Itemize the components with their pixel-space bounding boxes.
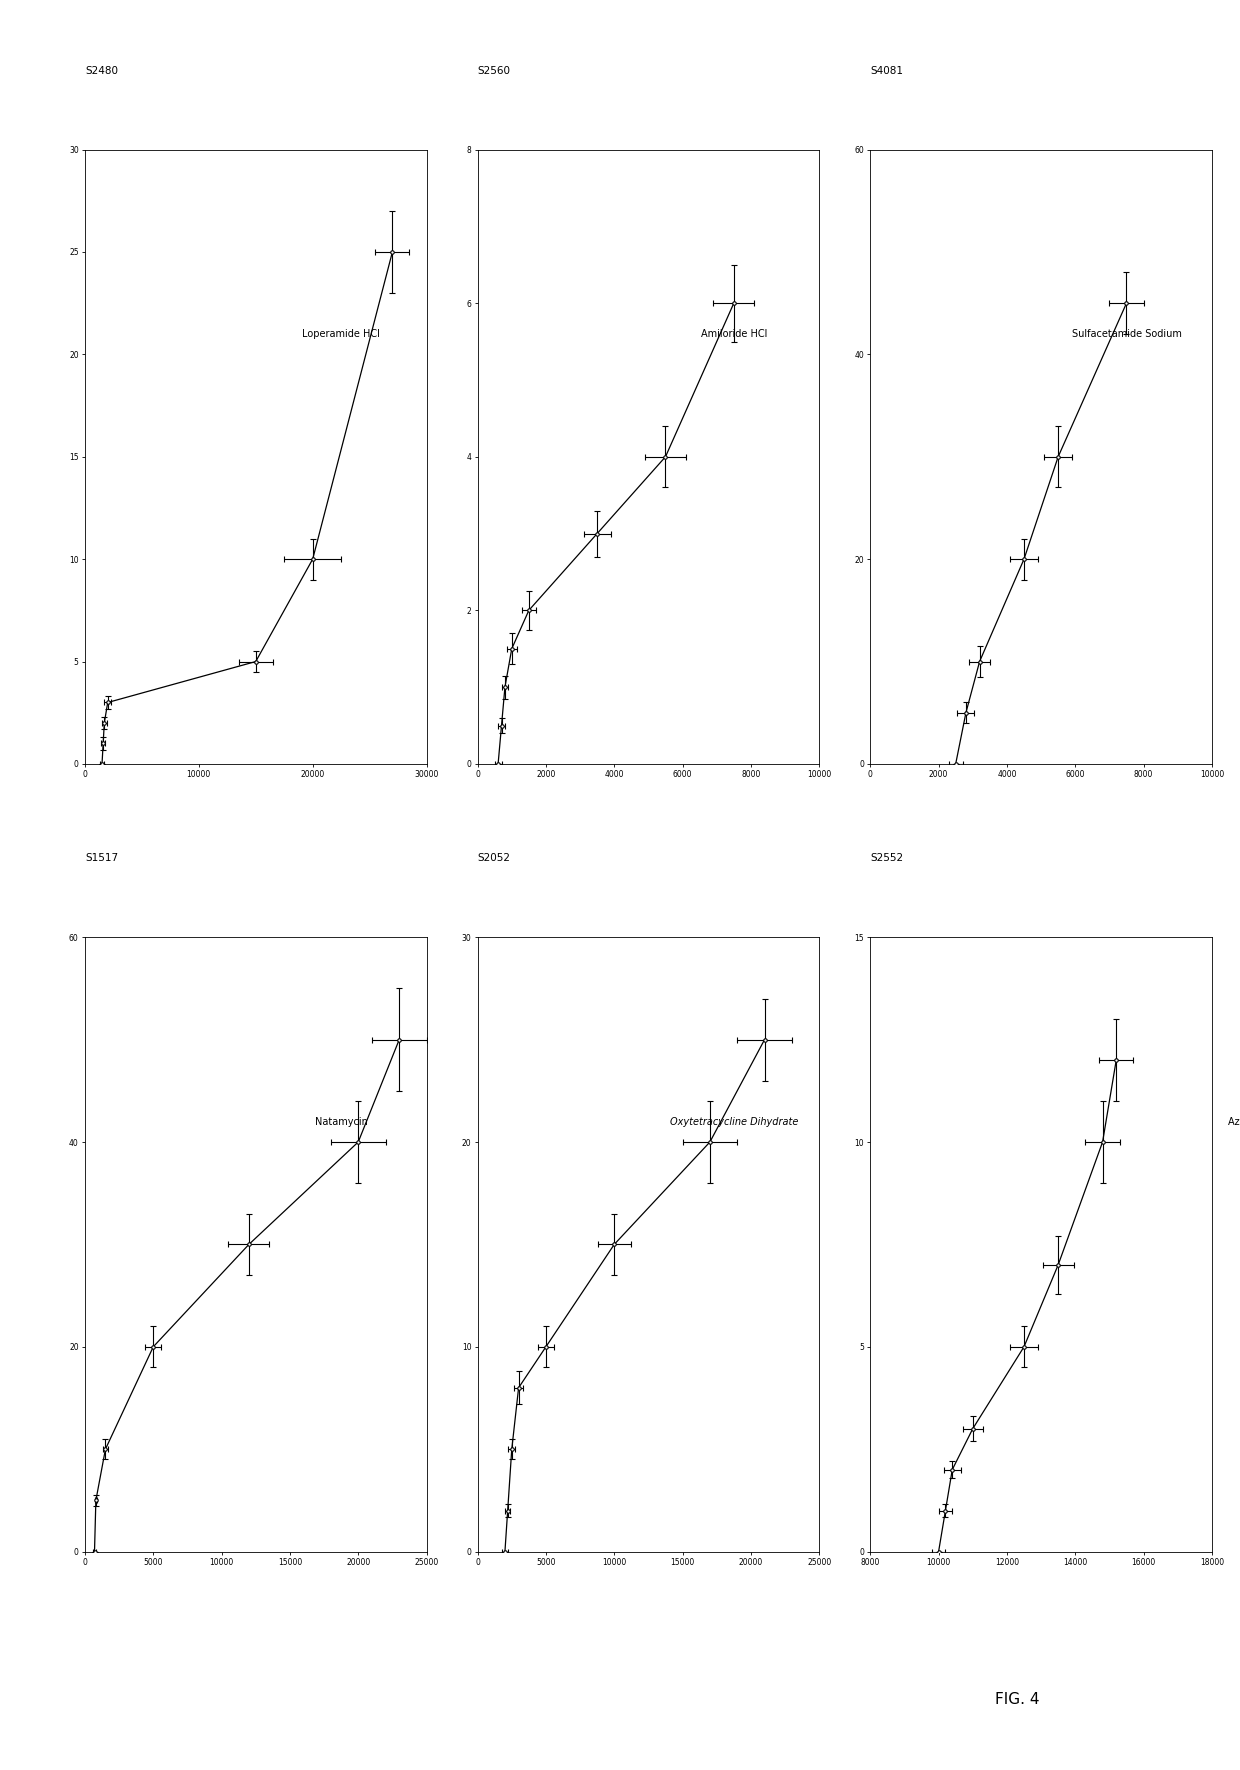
Text: Natamycin: Natamycin [315, 1117, 367, 1126]
Text: S4081: S4081 [870, 65, 903, 76]
Text: S2560: S2560 [477, 65, 511, 76]
Text: Azelastine HCl: Azelastine HCl [1228, 1117, 1240, 1126]
Text: Sulfacetamide Sodium: Sulfacetamide Sodium [1071, 329, 1182, 338]
Text: Oxytetracycline Dihydrate: Oxytetracycline Dihydrate [670, 1117, 799, 1126]
Text: S2480: S2480 [84, 65, 118, 76]
Text: Loperamide HCl: Loperamide HCl [303, 329, 381, 338]
Text: S2552: S2552 [870, 853, 904, 864]
Text: FIG. 4: FIG. 4 [994, 1692, 1039, 1706]
Text: S2052: S2052 [477, 853, 511, 864]
Text: Amiloride HCl: Amiloride HCl [701, 329, 768, 338]
Text: S1517: S1517 [84, 853, 118, 864]
